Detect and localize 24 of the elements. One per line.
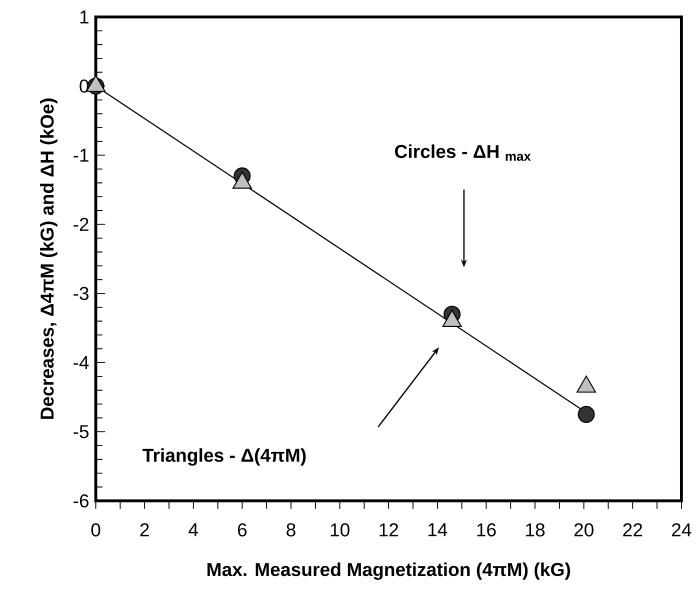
y-tick-label: -1 (74, 148, 88, 162)
x-tick-label: 2 (140, 523, 149, 536)
x-tick-label: 0 (91, 523, 100, 537)
x-tick-label: 8 (286, 523, 296, 537)
y-tick-label: 1 (80, 10, 88, 24)
x-axis-title: Max. Measured Magnetization (4πM) (kG) (208, 562, 570, 580)
x-tick-label: 12 (380, 523, 398, 536)
y-tick-label: -5 (74, 425, 89, 438)
x-tick-label: 24 (672, 523, 692, 536)
x-tick-label: 4 (188, 523, 198, 536)
y-tick-label: -6 (74, 494, 88, 508)
annotation: Circles - ΔH $_{max}$ (394, 144, 531, 162)
x-tick-label: 20 (574, 523, 594, 537)
x-tick-label: 14 (428, 523, 448, 536)
x-tick-label: 18 (526, 523, 545, 537)
x-tick-label: 6 (238, 523, 247, 537)
y-axis-title: Decreases, Δ4πM (kG) and ΔH (kOe) (40, 98, 58, 420)
y-tick-label: -4 (74, 356, 89, 370)
x-tick-label: 10 (330, 523, 350, 537)
x-tick-label: 22 (623, 523, 642, 536)
y-tick-label: -3 (74, 287, 88, 300)
annotation: Triangles - Δ(4πM) (142, 448, 306, 466)
x-tick-label: 16 (477, 523, 496, 537)
y-tick-label: -2 (74, 218, 88, 232)
